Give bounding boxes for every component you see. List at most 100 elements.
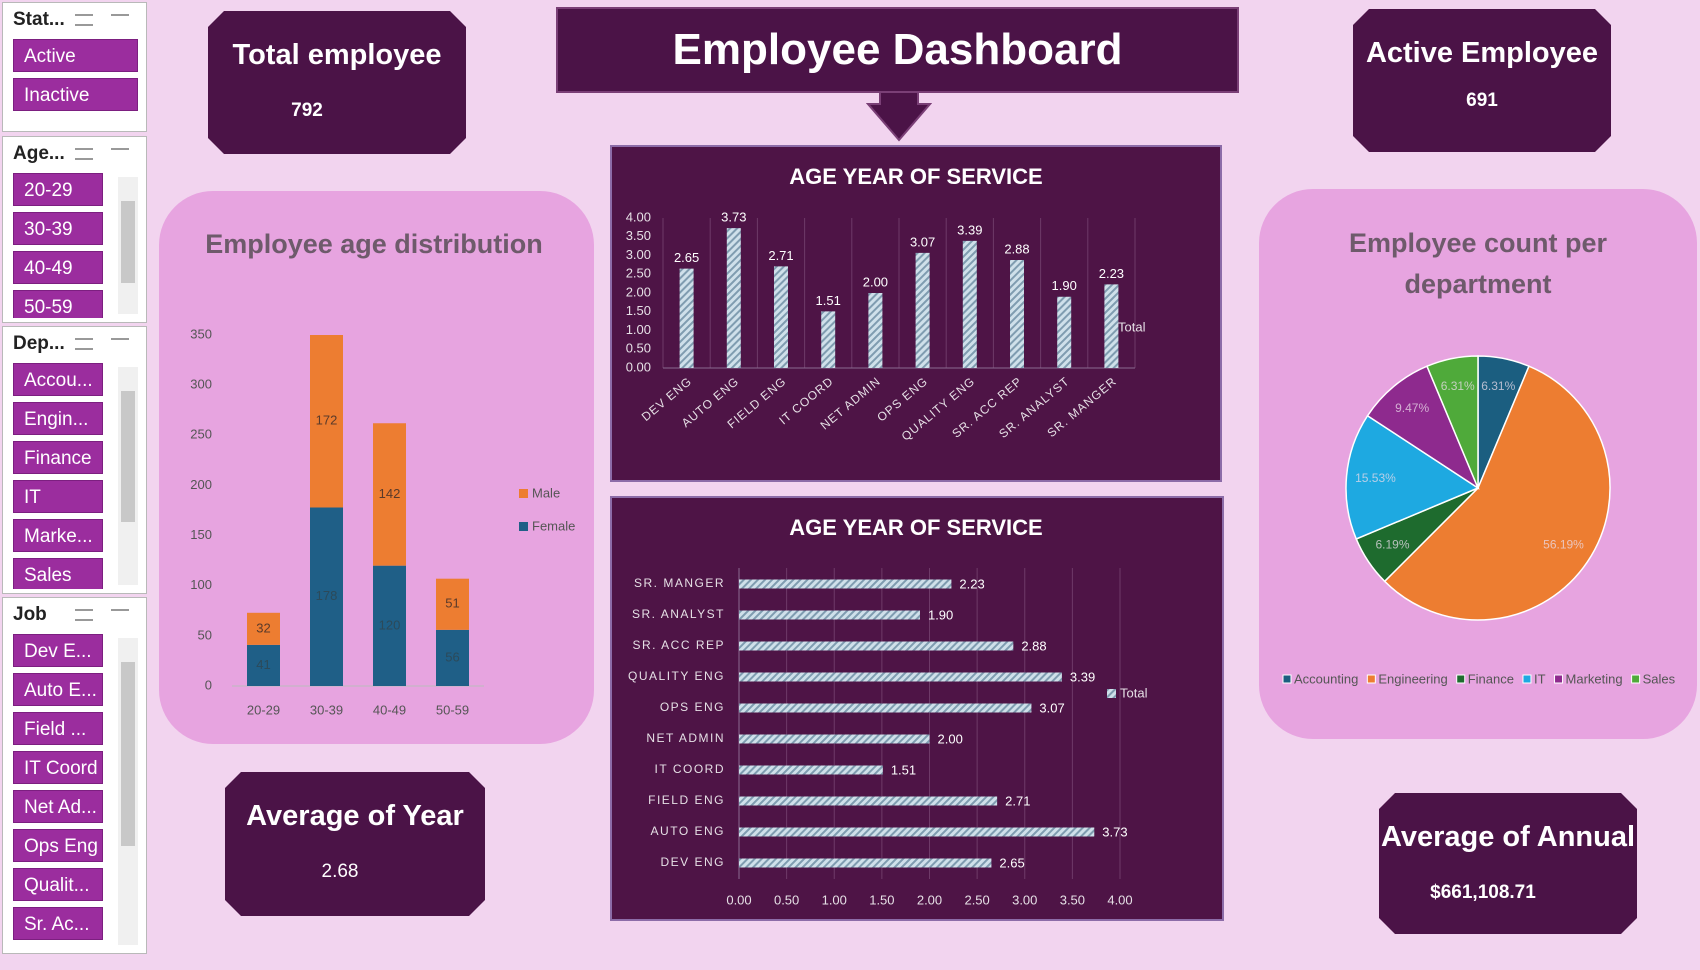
bar [739, 827, 1095, 837]
y-tick-label: 0.50 [626, 341, 651, 356]
slicer-item[interactable]: Finance [13, 441, 103, 474]
slicer-title: Job [13, 604, 47, 625]
slicer-item[interactable]: Inactive [13, 78, 138, 111]
scroll-thumb[interactable] [121, 391, 135, 522]
slicer-header: Stat... [3, 3, 146, 37]
bar [962, 240, 977, 368]
slicer-item[interactable]: Net Ad... [13, 790, 103, 823]
y-tick-label: 3.00 [626, 247, 651, 262]
data-label: 2.65 [999, 855, 1024, 870]
slicer-item[interactable]: 50-59 [13, 290, 103, 318]
slicer-item[interactable]: Ops Eng [13, 829, 103, 862]
kpi-label: Total employee [232, 39, 442, 71]
pie-slice [1366, 365, 1480, 490]
data-label: 172 [316, 413, 338, 428]
data-label: 2.88 [1004, 241, 1029, 256]
legend-swatch [1631, 674, 1641, 684]
bar [739, 703, 1032, 713]
bar [739, 858, 992, 868]
data-label: 9.47% [1395, 401, 1429, 415]
chart-panel: AGE YEAR OF SERVICE 0.00 0.50 1.00 1.50 2.00 2… [610, 145, 1222, 482]
data-label: 2.00 [863, 274, 888, 289]
clear-filter-icon[interactable] [111, 338, 129, 350]
slicer-item[interactable]: Engin... [13, 402, 103, 435]
x-tick-label: 40-49 [373, 702, 406, 717]
clear-filter-icon[interactable] [111, 14, 129, 26]
kpi-card: Active Employee 691 [1353, 9, 1611, 152]
y-tick-label: 2.00 [626, 284, 651, 299]
legend-swatch [1107, 689, 1116, 698]
kpi-value: 2.68 [321, 861, 359, 882]
data-label: 3.07 [910, 234, 935, 249]
slicer-item[interactable]: Field ... [13, 712, 103, 745]
bar [726, 228, 741, 368]
x-tick-label: 30-39 [310, 702, 343, 717]
kpi-label: Average of Year [246, 800, 464, 832]
data-label: 41 [256, 657, 270, 672]
kpi-card: Average of Annual $661,108.71 [1379, 793, 1637, 934]
scrollbar[interactable] [118, 177, 138, 314]
data-label: 3.73 [721, 210, 746, 225]
y-tick-label: DEV ENG [660, 855, 725, 869]
legend-label: Sales [1643, 671, 1676, 686]
y-tick-label: 1.00 [626, 322, 651, 337]
bar [739, 734, 930, 744]
dashboard-title: Employee Dashboard [556, 7, 1239, 93]
bar [310, 335, 343, 508]
multi-select-icon[interactable] [75, 14, 93, 26]
slicer-list: Dev E... Auto E... Field ... IT Coord Net Ad… [3, 634, 146, 949]
data-label: 2.71 [1005, 793, 1030, 808]
slicer-item[interactable]: Accou... [13, 363, 103, 396]
multi-select-icon[interactable] [75, 148, 93, 160]
data-label: 56 [445, 649, 459, 664]
data-label: 2.23 [959, 576, 984, 591]
chart: AGE YEAR OF SERVICE 0.00 0.50 1.00 1.50 2.00 2… [628, 515, 1148, 908]
clear-filter-icon[interactable] [111, 609, 129, 621]
scrollbar[interactable] [118, 367, 138, 585]
slicer-item[interactable]: 30-39 [13, 212, 103, 245]
slicer-item[interactable]: Qualit... [13, 868, 103, 901]
kpi-value: 691 [1466, 90, 1498, 111]
y-tick-label: 50 [198, 627, 212, 642]
scrollbar[interactable] [118, 638, 138, 945]
data-label: 2.23 [1099, 266, 1124, 281]
data-label: 3.07 [1039, 700, 1064, 715]
slicer-item[interactable]: Active [13, 39, 138, 72]
slicer-item[interactable]: 20-29 [13, 173, 103, 206]
x-tick-label: 0.50 [774, 892, 799, 907]
multi-select-icon[interactable] [75, 338, 93, 350]
slicer-item[interactable]: Auto E... [13, 673, 103, 706]
chart: AGE YEAR OF SERVICE 0.00 0.50 1.00 1.50 2.00 2… [626, 164, 1146, 444]
slicer-item[interactable]: IT Coord [13, 751, 103, 784]
y-tick-label: 150 [190, 527, 212, 542]
data-label: 2.88 [1021, 638, 1046, 653]
y-tick-label: SR. ANALYST [632, 607, 725, 621]
slicer-item[interactable]: Marke... [13, 519, 103, 552]
y-tick-label: 0.00 [626, 359, 651, 374]
legend-swatch [1522, 674, 1532, 684]
legend-label: Total [1120, 685, 1148, 700]
legend-label: Finance [1468, 671, 1514, 686]
bar [739, 610, 920, 620]
kpi-value: 792 [291, 100, 323, 121]
multi-select-icon[interactable] [75, 609, 93, 621]
slicer-item[interactable]: Sr. Ac... [13, 907, 103, 940]
y-tick-label: QUALITY ENG [628, 669, 725, 683]
slicer-item[interactable]: Sales [13, 558, 103, 589]
data-label: 1.90 [1052, 278, 1077, 293]
x-tick-label: 50-59 [436, 702, 469, 717]
legend-label: Accounting [1294, 671, 1358, 686]
data-label: 15.53% [1355, 471, 1396, 485]
slicer-item[interactable]: Dev E... [13, 634, 103, 667]
scroll-thumb[interactable] [121, 662, 135, 847]
data-label: 3.73 [1102, 824, 1127, 839]
x-tick-label: 0.00 [726, 892, 751, 907]
y-tick-label: OPS ENG [660, 700, 725, 714]
scroll-thumb[interactable] [121, 201, 135, 284]
clear-filter-icon[interactable] [111, 148, 129, 160]
legend-label: Female [532, 518, 575, 533]
slicer-item[interactable]: 40-49 [13, 251, 103, 284]
pie-slice [1345, 414, 1480, 540]
slicer-item[interactable]: IT [13, 480, 103, 513]
x-tick-label: 1.50 [869, 892, 894, 907]
